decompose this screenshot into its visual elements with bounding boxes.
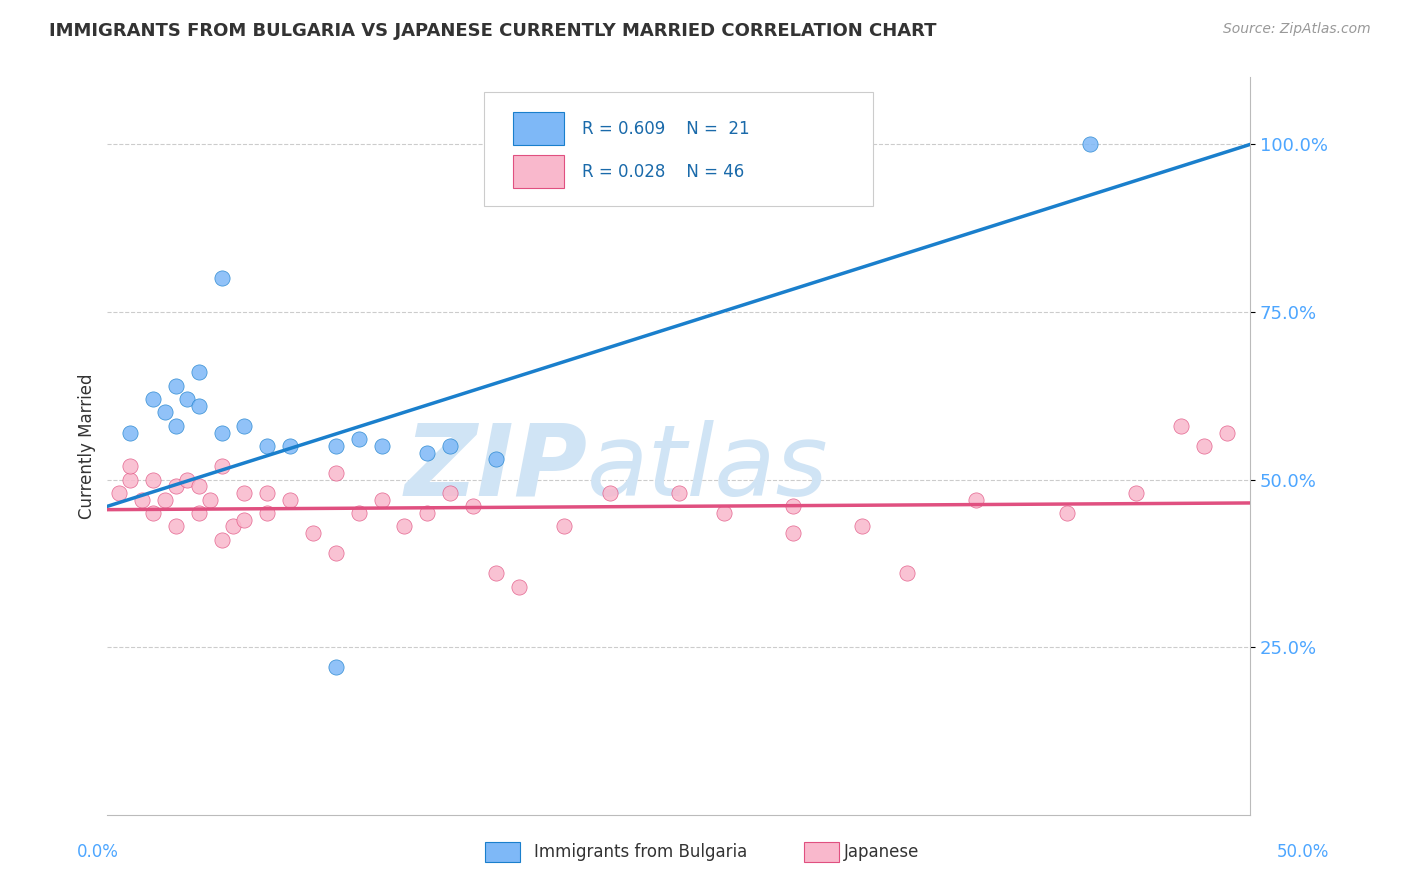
Point — [302, 526, 325, 541]
Point — [211, 459, 233, 474]
Point — [256, 506, 278, 520]
Point — [176, 392, 198, 406]
Point — [347, 506, 370, 520]
Text: R = 0.028    N = 46: R = 0.028 N = 46 — [582, 163, 744, 181]
Point — [461, 500, 484, 514]
Point — [370, 439, 392, 453]
Point — [233, 486, 256, 500]
Point — [211, 271, 233, 285]
Point — [1170, 418, 1192, 433]
Point — [416, 446, 439, 460]
Bar — [513, 112, 564, 145]
Point — [187, 506, 209, 520]
Text: Source: ZipAtlas.com: Source: ZipAtlas.com — [1223, 22, 1371, 37]
Point — [416, 506, 439, 520]
Point — [211, 425, 233, 440]
Point — [153, 492, 176, 507]
Point — [120, 473, 142, 487]
Point — [439, 486, 461, 500]
Y-axis label: Currently Married: Currently Married — [79, 373, 96, 519]
Point — [347, 432, 370, 446]
Point — [108, 486, 131, 500]
Point — [165, 519, 187, 533]
Point — [142, 506, 165, 520]
Text: Immigrants from Bulgaria: Immigrants from Bulgaria — [534, 843, 748, 861]
Point — [370, 492, 392, 507]
Point — [553, 519, 575, 533]
Point — [211, 533, 233, 547]
FancyBboxPatch shape — [485, 92, 873, 206]
Point — [165, 378, 187, 392]
Point — [233, 513, 256, 527]
Point — [485, 566, 508, 581]
Point — [278, 439, 301, 453]
Text: R = 0.609    N =  21: R = 0.609 N = 21 — [582, 120, 749, 138]
Text: IMMIGRANTS FROM BULGARIA VS JAPANESE CURRENTLY MARRIED CORRELATION CHART: IMMIGRANTS FROM BULGARIA VS JAPANESE CUR… — [49, 22, 936, 40]
Point — [1056, 506, 1078, 520]
Point — [200, 492, 222, 507]
Point — [131, 492, 153, 507]
Point — [187, 479, 209, 493]
Point — [176, 473, 198, 487]
Point — [142, 473, 165, 487]
Point — [439, 439, 461, 453]
Point — [1216, 425, 1239, 440]
Text: 50.0%: 50.0% — [1277, 843, 1329, 861]
Point — [782, 500, 804, 514]
Point — [222, 519, 245, 533]
Point — [851, 519, 873, 533]
Point — [1078, 137, 1101, 152]
Point — [325, 466, 347, 480]
Bar — [513, 155, 564, 188]
Point — [256, 439, 278, 453]
Point — [187, 399, 209, 413]
Text: ZIP: ZIP — [405, 419, 588, 516]
Point — [142, 392, 165, 406]
Point — [153, 405, 176, 419]
Point — [782, 526, 804, 541]
Point — [1194, 439, 1216, 453]
Point — [896, 566, 918, 581]
Point — [325, 660, 347, 674]
Point — [668, 486, 690, 500]
Point — [965, 492, 987, 507]
Point — [233, 418, 256, 433]
Text: 0.0%: 0.0% — [77, 843, 120, 861]
Point — [485, 452, 508, 467]
Point — [278, 492, 301, 507]
Point — [1125, 486, 1147, 500]
Point — [508, 580, 530, 594]
Point — [120, 459, 142, 474]
Point — [599, 486, 621, 500]
Point — [165, 418, 187, 433]
Text: atlas: atlas — [588, 419, 830, 516]
Point — [325, 546, 347, 560]
Point — [325, 439, 347, 453]
Point — [187, 365, 209, 379]
Text: Japanese: Japanese — [844, 843, 920, 861]
Point — [394, 519, 416, 533]
Point — [256, 486, 278, 500]
Point — [165, 479, 187, 493]
Point — [713, 506, 735, 520]
Point — [120, 425, 142, 440]
